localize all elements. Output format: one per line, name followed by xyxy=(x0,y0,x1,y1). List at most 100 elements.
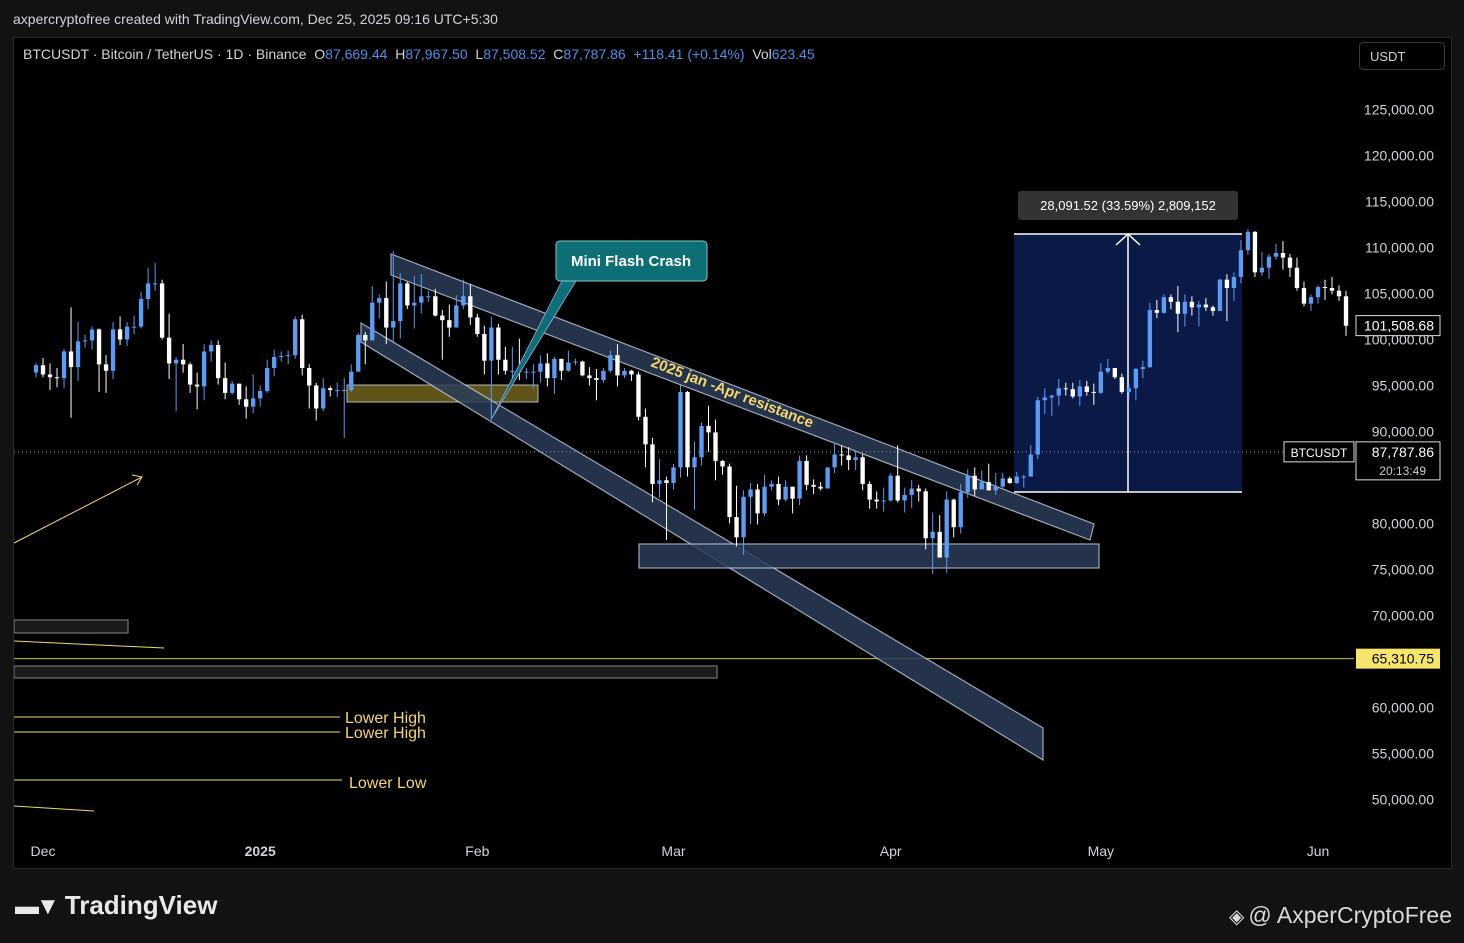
candle-body xyxy=(524,371,529,373)
candle-body xyxy=(1252,231,1258,273)
candle-body xyxy=(180,359,186,365)
currency-button[interactable]: USDT xyxy=(1359,42,1445,70)
candle-body xyxy=(664,480,669,484)
measure-label-box xyxy=(1018,191,1238,220)
tradingview-wordmark: TradingView xyxy=(64,890,218,920)
time-axis-background xyxy=(14,833,1451,868)
callout-text: Mini Flash Crash xyxy=(571,253,691,270)
price-axis-background xyxy=(1354,38,1451,833)
candle-body xyxy=(1000,478,1005,487)
candle-body xyxy=(61,351,67,379)
candle-body xyxy=(236,383,242,400)
price-tick-label: 125,000.00 xyxy=(1364,102,1434,118)
candle-body xyxy=(895,475,900,501)
candle-body xyxy=(40,365,46,375)
price-tick-label: 90,000.00 xyxy=(1372,424,1434,440)
candle-body xyxy=(1245,231,1251,251)
candle-body xyxy=(1105,368,1111,372)
candle-body xyxy=(986,482,991,491)
last-price-tag xyxy=(1355,315,1441,337)
symbol-tag-text: BTCUSDT xyxy=(1291,446,1348,460)
candle-body xyxy=(727,466,732,518)
tradingview-logo[interactable]: ▬▼ TradingView xyxy=(15,890,217,921)
candle-body xyxy=(1273,253,1279,257)
candle-body xyxy=(349,371,354,391)
candle-body xyxy=(1203,304,1209,308)
volume-value: 623.45 xyxy=(771,46,815,62)
level-tag-text: 65,310.75 xyxy=(1372,651,1434,667)
candle-body xyxy=(138,299,144,327)
candle-body xyxy=(173,359,179,364)
candle-body xyxy=(860,457,865,484)
candle-body xyxy=(937,531,942,558)
candle-body xyxy=(265,368,270,392)
candle-body xyxy=(1014,476,1019,484)
author-handle-text: @ AxperCryptoFree xyxy=(1248,902,1452,928)
candle-body xyxy=(1056,388,1061,396)
candle-body xyxy=(1091,391,1096,393)
candle-body xyxy=(1294,267,1300,288)
candle-body xyxy=(1217,279,1223,311)
candle-body xyxy=(930,531,935,539)
candle-body xyxy=(909,488,914,495)
candle-body xyxy=(208,345,214,352)
candle-body xyxy=(1063,388,1068,390)
candle-body xyxy=(356,334,361,372)
volume-label: Vol xyxy=(752,46,772,62)
candle-body xyxy=(54,377,60,379)
candle-body xyxy=(1336,290,1342,297)
candle-body xyxy=(461,296,466,306)
zone-box-2 xyxy=(14,665,718,679)
candle-body xyxy=(440,315,445,321)
candle-body xyxy=(187,364,193,385)
time-tick-label: Jun xyxy=(1307,843,1330,859)
candle-body xyxy=(96,329,102,365)
candle-body xyxy=(951,499,956,528)
last-price-text: 101,508.68 xyxy=(1364,318,1434,334)
candle-body xyxy=(468,296,473,318)
price-tick-label: 95,000.00 xyxy=(1372,378,1434,394)
candle-body xyxy=(580,361,585,376)
candle-body xyxy=(75,341,81,368)
support-channel-band xyxy=(360,321,1044,762)
candle-body xyxy=(124,326,130,340)
candle-body xyxy=(804,460,809,485)
candle-body xyxy=(510,370,515,372)
author-handle: ◈ @ AxperCryptoFree xyxy=(1229,902,1452,929)
chart-frame[interactable]: Mini Flash Crash 2025 jan -Apr resistance… xyxy=(13,37,1452,869)
candle-body xyxy=(692,457,697,468)
open-value: 87,669.44 xyxy=(325,46,388,62)
candle-body xyxy=(286,355,291,357)
low-label: L xyxy=(475,46,484,62)
candle-body xyxy=(1119,377,1125,392)
candle-body xyxy=(650,444,655,484)
candle-body xyxy=(958,492,963,528)
candle-body xyxy=(881,500,886,502)
candle-body xyxy=(559,358,564,371)
candle-body xyxy=(447,320,452,328)
candle-body xyxy=(1259,267,1265,273)
candle-body xyxy=(1077,386,1082,397)
lower-high-label-1: Lower High xyxy=(345,710,426,727)
candle-body xyxy=(594,378,599,380)
price-tick-label: 120,000.00 xyxy=(1364,148,1434,164)
current-price-tag xyxy=(1355,441,1441,481)
candle-body xyxy=(867,483,872,500)
candle-body xyxy=(657,480,662,484)
symbol-tag xyxy=(1283,441,1355,463)
candle-body xyxy=(1049,395,1054,398)
low-value: 87,508.52 xyxy=(483,46,546,62)
ohlc-legend: BTCUSDT · Bitcoin / TetherUS · 1D · Bina… xyxy=(23,46,815,62)
price-tick-label: 110,000.00 xyxy=(1365,240,1434,256)
price-tick-label: 105,000.00 xyxy=(1364,286,1434,302)
candle-body xyxy=(194,384,200,387)
candle-body xyxy=(825,467,830,489)
trend-arrow-head xyxy=(131,474,143,486)
candle-body xyxy=(601,370,606,380)
candle-body xyxy=(902,494,907,501)
change-value: +118.41 (+0.14%) xyxy=(633,46,745,62)
time-tick-label: Feb xyxy=(465,843,489,859)
candle-body xyxy=(790,486,795,499)
chart-attribution: axpercryptofree created with TradingView… xyxy=(13,11,498,27)
